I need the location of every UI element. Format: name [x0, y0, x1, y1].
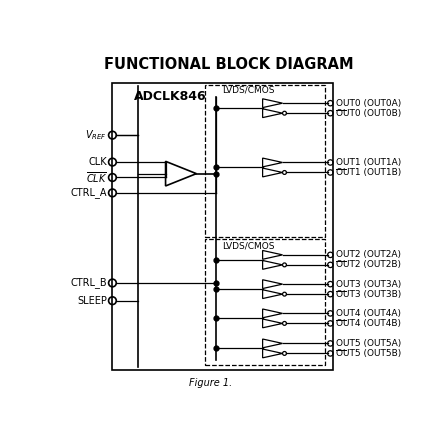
Text: OUT1 (OUT1B): OUT1 (OUT1B) — [336, 168, 401, 177]
Text: LVDS/CMOS: LVDS/CMOS — [222, 86, 274, 95]
Text: $\overline{CLK}$: $\overline{CLK}$ — [86, 170, 107, 185]
Text: SLEEP: SLEEP — [77, 296, 107, 306]
Text: OUT3 (OUT3B): OUT3 (OUT3B) — [336, 289, 401, 299]
Bar — [205, 85, 325, 237]
Text: CTRL_B: CTRL_B — [71, 277, 107, 289]
Text: OUT2 (OUT2B): OUT2 (OUT2B) — [336, 260, 401, 269]
Text: CLK: CLK — [89, 157, 107, 167]
Text: $V_{REF}$: $V_{REF}$ — [85, 128, 107, 142]
Bar — [113, 83, 333, 370]
Text: OUT5 (OUT5A): OUT5 (OUT5A) — [336, 339, 401, 348]
Text: OUT1 (OUT1A): OUT1 (OUT1A) — [336, 158, 401, 167]
Text: OUT0 (OUT0B): OUT0 (OUT0B) — [336, 109, 401, 118]
Text: OUT5 (OUT5B): OUT5 (OUT5B) — [336, 349, 401, 358]
Text: OUT0 (OUT0A): OUT0 (OUT0A) — [336, 99, 401, 107]
Text: OUT2 (OUT2A): OUT2 (OUT2A) — [336, 250, 401, 260]
Text: Figure 1.: Figure 1. — [190, 378, 232, 388]
Text: LVDS/CMOS: LVDS/CMOS — [222, 242, 274, 251]
Text: CTRL_A: CTRL_A — [71, 187, 107, 198]
Text: OUT4 (OUT4A): OUT4 (OUT4A) — [336, 309, 401, 318]
Bar — [205, 239, 325, 364]
Text: OUT3 (OUT3A): OUT3 (OUT3A) — [336, 280, 401, 289]
Text: FUNCTIONAL BLOCK DIAGRAM: FUNCTIONAL BLOCK DIAGRAM — [104, 57, 354, 72]
Text: ADCLK846: ADCLK846 — [134, 90, 207, 103]
Text: OUT4 (OUT4B): OUT4 (OUT4B) — [336, 319, 401, 328]
